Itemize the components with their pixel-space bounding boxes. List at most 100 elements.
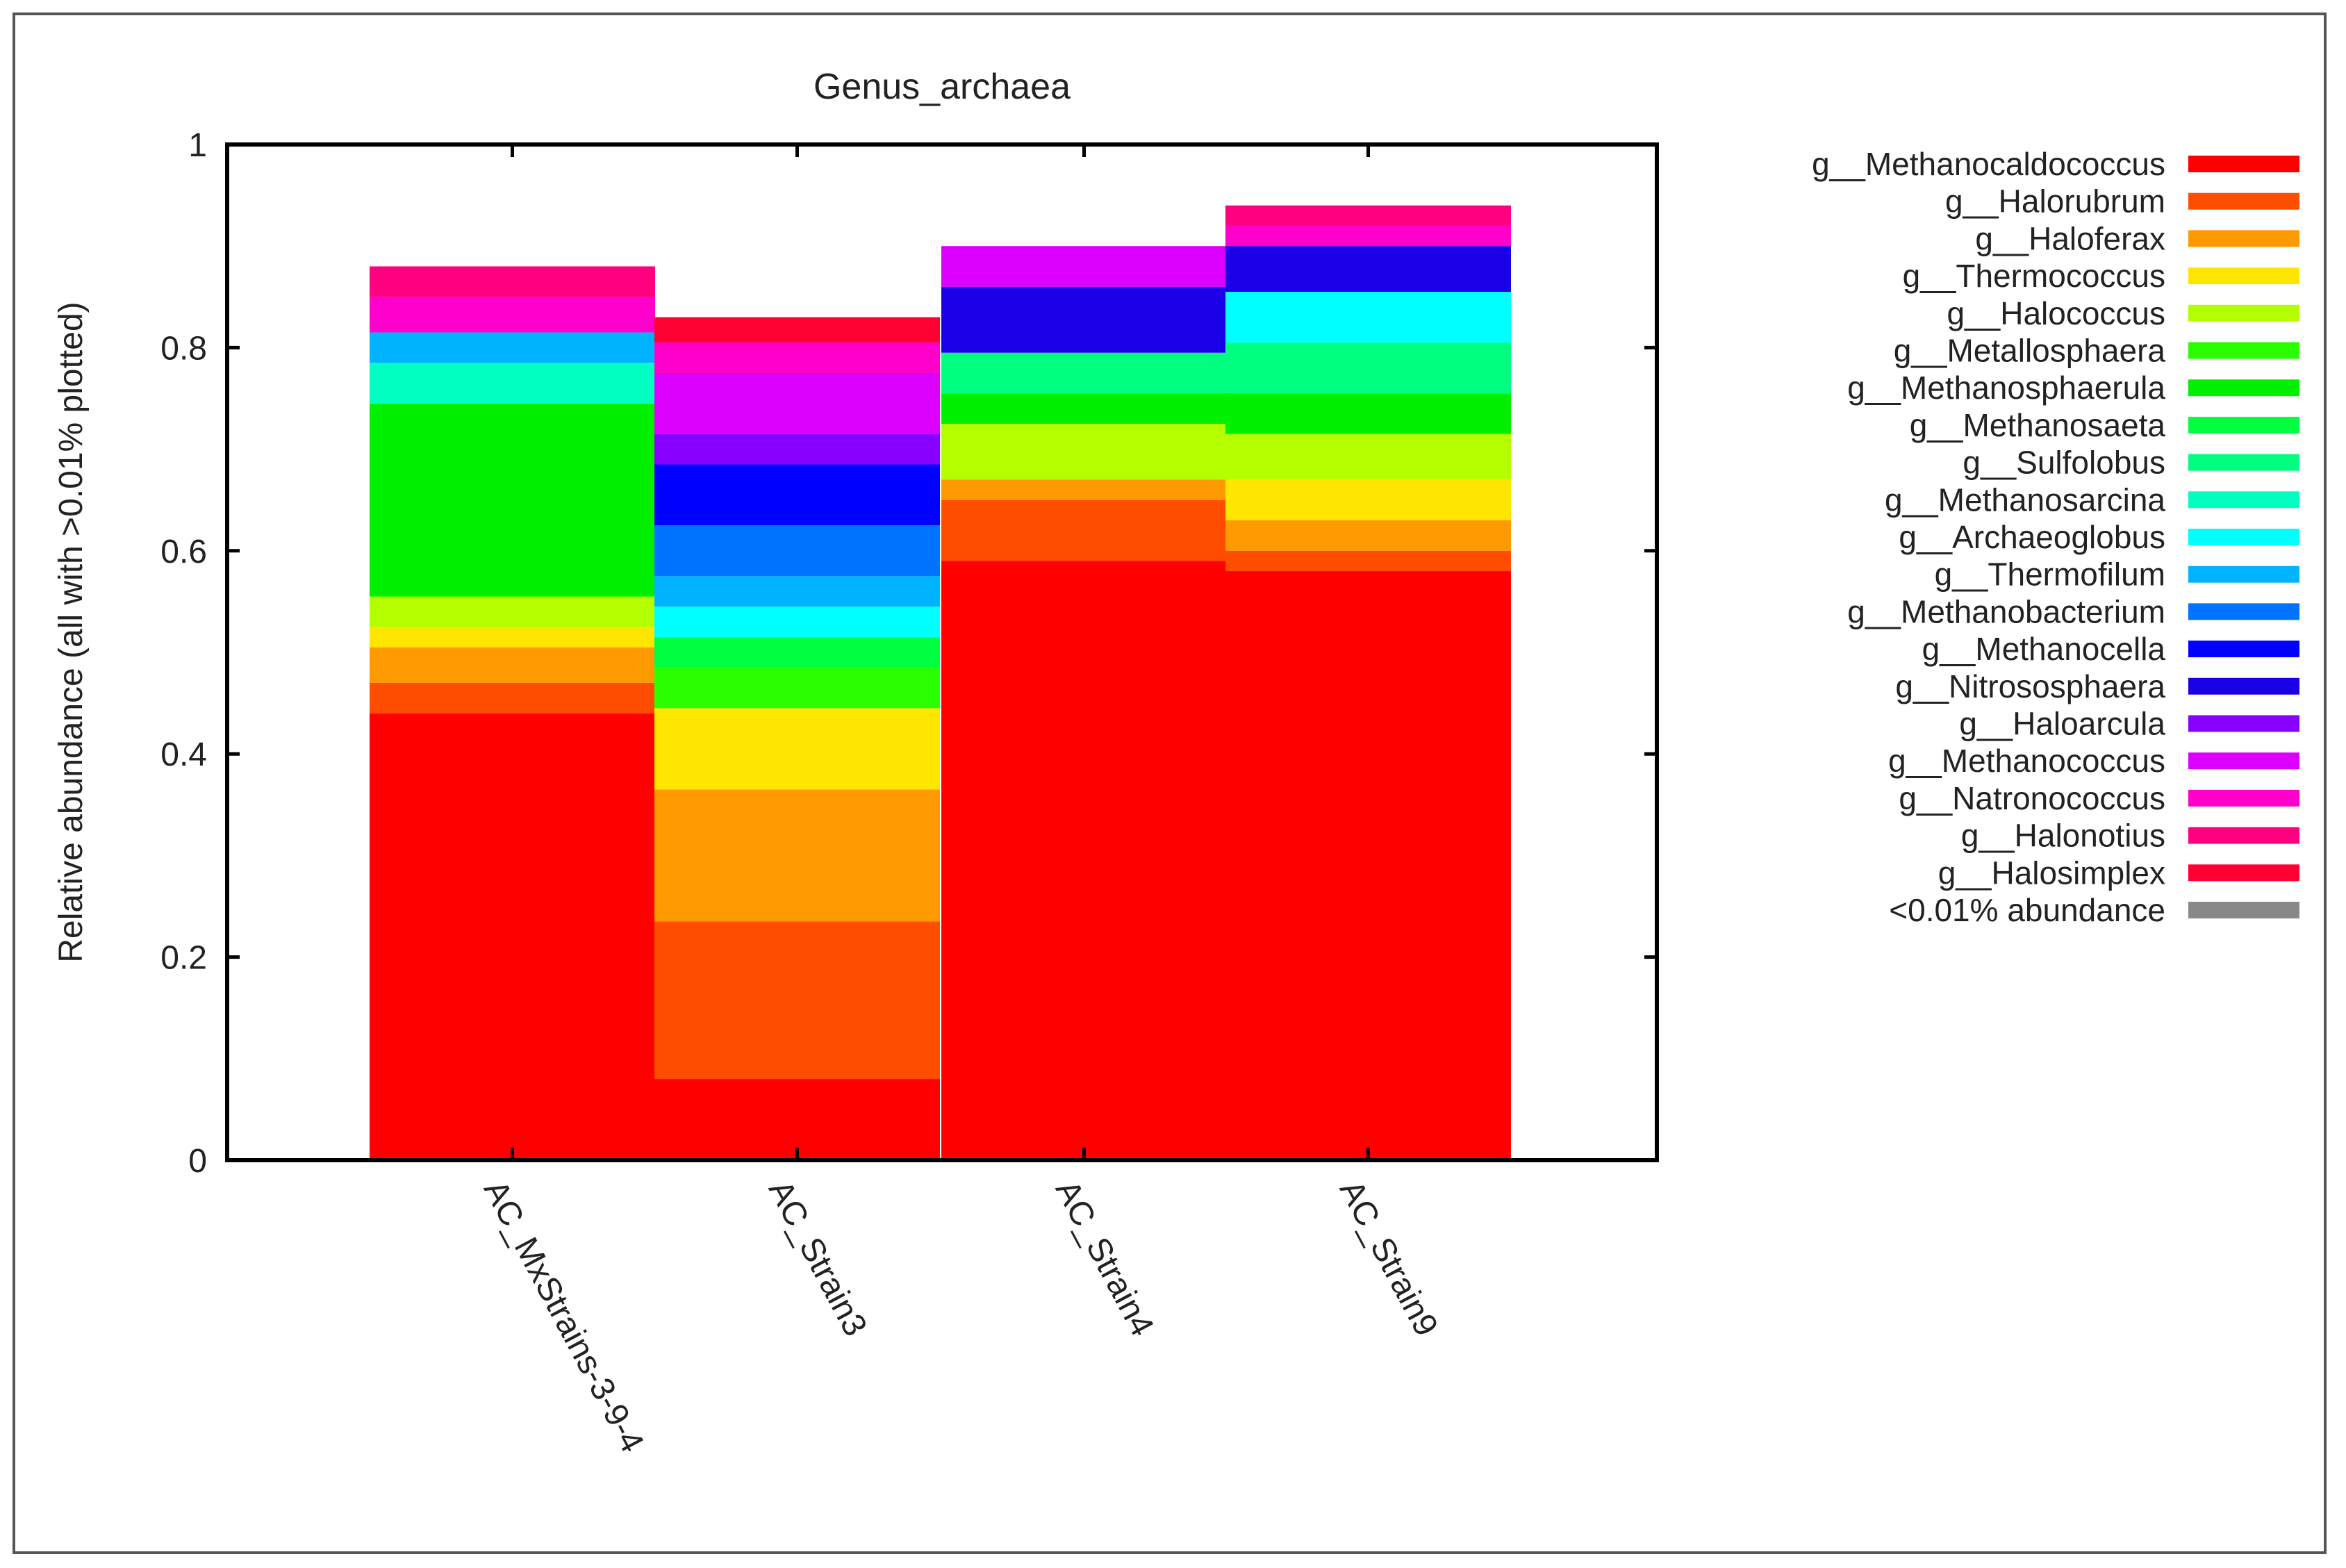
- legend-label: <0.01% abundance: [1889, 892, 2165, 928]
- bar-segment-ac-mxstrains-3-9-4-g-haloferax: [370, 647, 655, 683]
- chart-title: Genus_archaea: [813, 67, 1071, 107]
- bar-segment-ac-strain4-g-haloferax: [941, 479, 1227, 500]
- legend-swatch: [2188, 192, 2299, 210]
- legend-label: g__Methanocaldococcus: [1812, 146, 2165, 182]
- bar-segment-ac-strain9-g-haloferax: [1225, 520, 1511, 551]
- bar-segment-ac-strain3-g-haloferax: [654, 789, 940, 922]
- bar-segment-ac-strain3-g-natronococcus: [654, 343, 940, 373]
- legend-swatch: [2188, 827, 2299, 844]
- legend-swatch: [2188, 379, 2299, 397]
- bar-segment-ac-strain9-g-halococcus: [1225, 434, 1511, 480]
- legend-swatch: [2188, 529, 2299, 545]
- legend-swatch: [2188, 230, 2299, 247]
- bar-segment-ac-strain3-g-halorubrum: [654, 921, 940, 1080]
- bar-segment-ac-strain9-g-thermococcus: [1225, 479, 1511, 520]
- legend-label: g__Methanosarcina: [1885, 481, 2165, 518]
- y-tick-label: 0: [188, 1143, 207, 1180]
- legend-label: g__Natronococcus: [1899, 780, 2165, 816]
- bar-segment-ac-strain3-g-methanococcus: [654, 372, 940, 434]
- legend-label: g__Halococcus: [1947, 295, 2165, 331]
- legend-swatch: [2188, 342, 2299, 359]
- bar-segment-ac-strain3-g-metallosphaera: [654, 667, 940, 709]
- bar-segment-ac-strain4-g-methanosphaerula: [941, 393, 1227, 424]
- figure-frame: [13, 13, 2327, 1554]
- x-category-label: AC_Strain4: [1048, 1174, 1161, 1342]
- bar-segment-ac-strain4-g-methanocaldococcus: [941, 561, 1227, 1160]
- bar-segment-ac-mxstrains-3-9-4-g-thermococcus: [370, 627, 655, 647]
- bar-segment-ac-mxstrains-3-9-4-g-methanocaldococcus: [370, 713, 655, 1160]
- bar-segment-ac-strain9-g-halorubrum: [1225, 550, 1511, 572]
- legend-swatch: [2188, 267, 2299, 285]
- legend-swatch: [2188, 156, 2299, 172]
- legend-swatch: [2188, 902, 2299, 918]
- x-category-label: AC_Strain9: [1332, 1174, 1445, 1342]
- bar-segment-ac-strain3-g-halosimplex: [654, 317, 940, 343]
- bar-segment-ac-strain3-g-methanocella: [654, 464, 940, 526]
- bar-segment-ac-strain3-g-methanosaeta: [654, 637, 940, 668]
- legend-label: g__Methanosaeta: [1910, 407, 2166, 443]
- bar-segment-ac-strain9-g-methanocaldococcus: [1225, 571, 1511, 1160]
- legend-label: g__Nitrososphaera: [1895, 668, 2165, 704]
- x-category-label: AC_Strain3: [761, 1174, 874, 1342]
- bar-segment-ac-strain3-g-methanobacterium: [654, 525, 940, 577]
- bar-segment-ac-strain4-g-nitrososphaera: [941, 286, 1227, 353]
- legend-swatch: [2188, 864, 2299, 882]
- legend-label: g__Thermofilum: [1935, 556, 2165, 593]
- legend-swatch: [2188, 715, 2299, 732]
- legend-swatch: [2188, 641, 2299, 658]
- bar-segment-ac-mxstrains-3-9-4-g-halococcus: [370, 596, 655, 627]
- y-tick-label: 0.4: [160, 736, 207, 773]
- bar-segment-ac-mxstrains-3-9-4-g-natronococcus: [370, 297, 655, 333]
- legend-swatch: [2188, 454, 2299, 471]
- bar-segment-ac-strain4-g-methanococcus: [941, 246, 1227, 287]
- legend-label: g__Halonotius: [1961, 818, 2165, 854]
- legend-label: g__Halorubrum: [1945, 183, 2165, 220]
- bar-segment-ac-strain9-g-archaeoglobus: [1225, 291, 1511, 343]
- bar-segment-ac-mxstrains-3-9-4-g-halorubrum: [370, 682, 655, 713]
- legend-label: g__Sulfolobus: [1963, 445, 2165, 481]
- legend-label: g__Metallosphaera: [1894, 333, 2166, 369]
- bar-segment-ac-strain3-g-haloarcula: [654, 434, 940, 465]
- bars-group: [370, 205, 1511, 1160]
- bar-segment-ac-strain4-g-halococcus: [941, 424, 1227, 480]
- y-axis-label: Relative abundance (all with >0.01% plot…: [53, 302, 90, 962]
- x-category-label: AC_MxStrains-3-9-4: [477, 1174, 651, 1458]
- bar-segment-ac-mxstrains-3-9-4-g-thermofilum: [370, 332, 655, 363]
- y-tick-label: 0.2: [160, 940, 207, 977]
- legend: g__Methanocaldococcusg__Halorubrumg__Hal…: [1812, 146, 2299, 928]
- bar-segment-ac-strain3-g-archaeoglobus: [654, 606, 940, 638]
- legend-label: g__Archaeoglobus: [1899, 519, 2165, 555]
- legend-label: g__Haloferax: [1975, 220, 2165, 256]
- bar-segment-ac-strain9-g-sulfolobus: [1225, 343, 1511, 394]
- legend-label: g__Methanocella: [1922, 631, 2166, 667]
- legend-swatch: [2188, 752, 2299, 770]
- bar-segment-ac-strain3-g-thermofilum: [654, 576, 940, 607]
- legend-swatch: [2188, 566, 2299, 583]
- bar-segment-ac-mxstrains-3-9-4-g-methanosarcina: [370, 363, 655, 404]
- legend-label: g__Methanobacterium: [1847, 593, 2165, 629]
- bar-segment-ac-strain9-g-nitrososphaera: [1225, 246, 1511, 292]
- bar-segment-ac-strain9-g-halonotius: [1225, 205, 1511, 226]
- legend-label: g__Halosimplex: [1938, 855, 2165, 891]
- legend-swatch: [2188, 416, 2299, 434]
- bar-segment-ac-strain3-g-methanocaldococcus: [654, 1079, 940, 1160]
- plot-area-border: [225, 142, 1659, 1162]
- legend-swatch: [2188, 304, 2299, 322]
- legend-swatch: [2188, 789, 2299, 807]
- bar-segment-ac-strain9-g-natronococcus: [1225, 225, 1511, 247]
- y-tick-label: 0.6: [160, 534, 207, 570]
- bar-segment-ac-strain9-g-methanosphaerula: [1225, 393, 1511, 434]
- legend-label: g__Methanosphaerula: [1847, 370, 2165, 406]
- legend-label: g__Thermococcus: [1903, 258, 2165, 294]
- bar-segment-ac-strain3-g-thermococcus: [654, 708, 940, 790]
- legend-label: g__Haloarcula: [1959, 706, 2165, 742]
- legend-swatch: [2188, 603, 2299, 620]
- bar-segment-ac-mxstrains-3-9-4-g-halonotius: [370, 266, 655, 297]
- legend-swatch: [2188, 677, 2299, 695]
- y-tick-label: 1: [188, 127, 207, 164]
- legend-swatch: [2188, 491, 2299, 509]
- bar-segment-ac-mxstrains-3-9-4-g-methanosphaerula: [370, 403, 655, 597]
- y-axis-ticks: 0 0.2 0.4 0.6 0.8 1: [160, 127, 1657, 1180]
- bar-segment-ac-strain4-g-halorubrum: [941, 500, 1227, 561]
